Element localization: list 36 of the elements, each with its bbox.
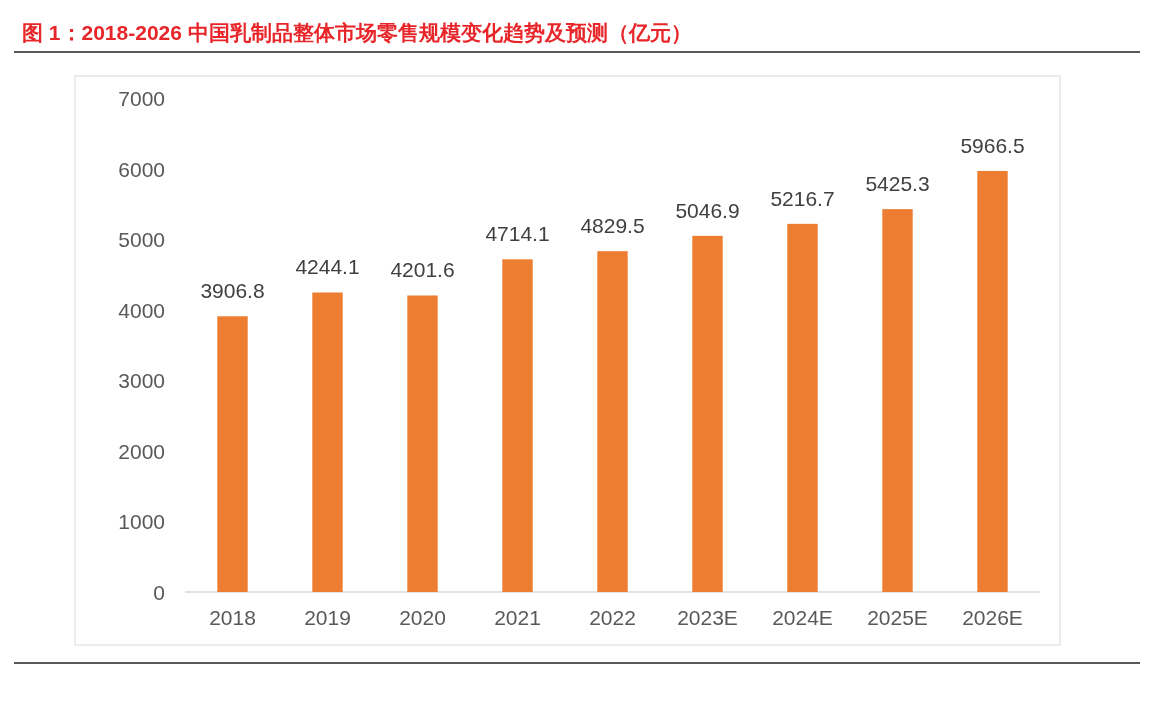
y-tick-label: 7000: [118, 87, 165, 110]
x-tick-label: 2020: [399, 606, 446, 629]
data-label: 3906.8: [200, 279, 265, 303]
bar: [882, 209, 913, 592]
chart-title: 图 1：2018-2026 中国乳制品整体市场零售规模变化趋势及预测（亿元）: [22, 21, 692, 44]
bar: [977, 170, 1008, 592]
bar: [502, 259, 533, 592]
bar: [407, 295, 438, 592]
data-label: 5046.9: [675, 198, 740, 222]
data-label: 5966.5: [960, 133, 1025, 157]
y-tick-label: 0: [153, 581, 165, 604]
bar: [787, 223, 818, 592]
bar: [217, 316, 248, 592]
data-label: 5425.3: [865, 172, 930, 196]
data-label: 4829.5: [580, 214, 645, 238]
x-tick-label: 2019: [304, 606, 351, 629]
data-label: 4244.1: [295, 255, 360, 279]
data-label: 5216.7: [770, 186, 835, 210]
y-tick-label: 2000: [118, 439, 165, 463]
y-tick-label: 6000: [118, 157, 165, 181]
y-tick-label: 1000: [118, 510, 165, 534]
x-tick-label: 2026E: [962, 606, 1023, 629]
y-tick-label: 5000: [118, 228, 165, 252]
x-tick-label: 2024E: [772, 606, 833, 629]
bar: [312, 292, 343, 592]
bar: [692, 235, 723, 592]
data-label: 4201.6: [390, 258, 455, 282]
data-label: 4714.1: [485, 222, 550, 246]
x-tick-label: 2021: [494, 606, 541, 629]
x-tick-label: 2022: [589, 606, 636, 629]
bar: [597, 251, 628, 592]
x-tick-label: 2025E: [867, 606, 928, 629]
y-tick-label: 4000: [118, 298, 165, 322]
x-tick-label: 2023E: [677, 606, 738, 629]
y-tick-label: 3000: [118, 369, 165, 393]
x-tick-label: 2018: [209, 606, 256, 629]
